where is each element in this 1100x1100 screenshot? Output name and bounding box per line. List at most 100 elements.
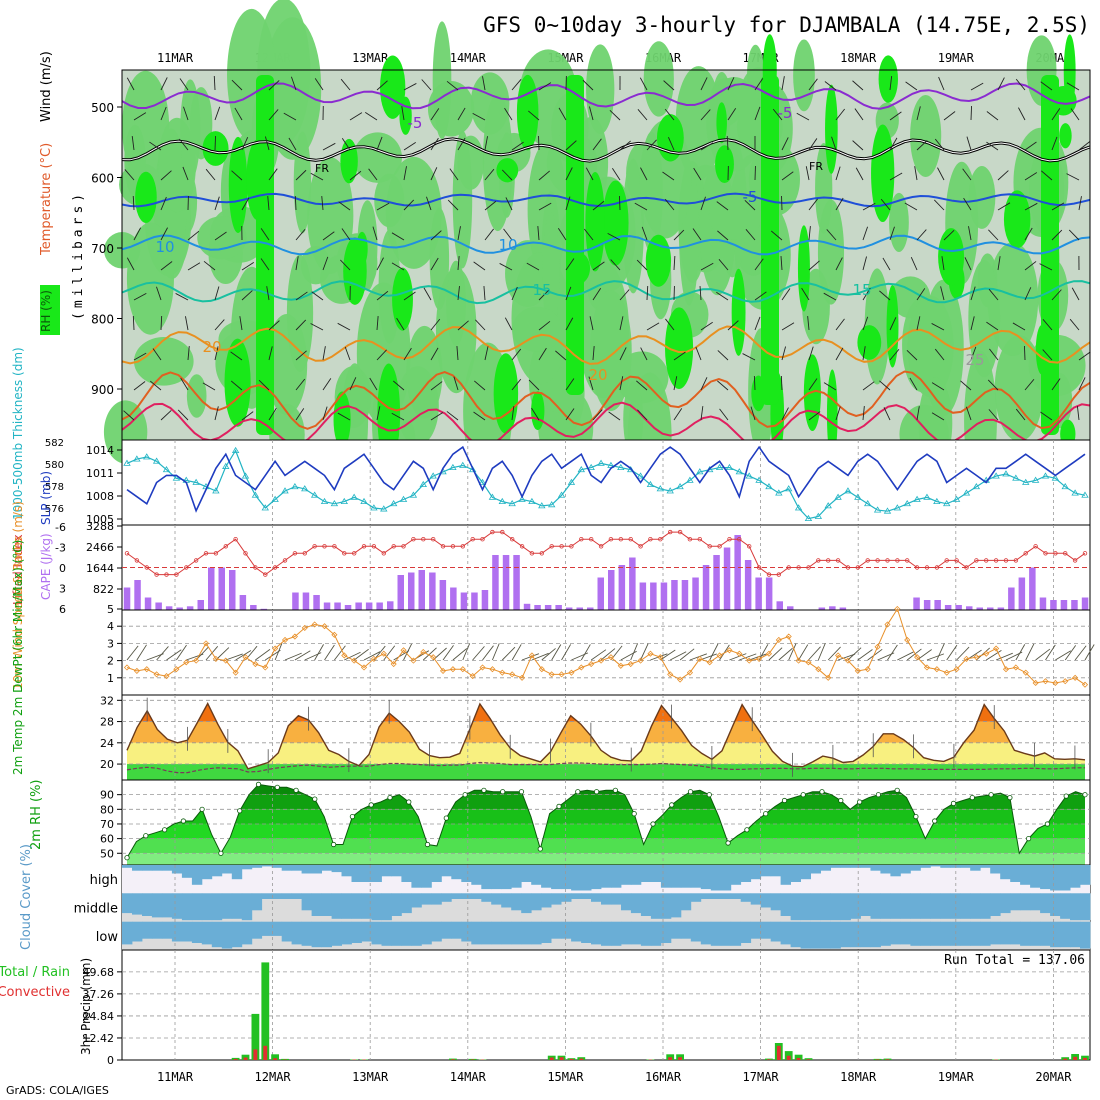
thickness-point [123, 459, 131, 466]
cape-bar [481, 590, 489, 610]
wind-barb [956, 646, 970, 661]
cloud-bar-low [810, 921, 821, 949]
cloud-bar-high [471, 865, 482, 885]
wind-barb [646, 139, 657, 151]
date-label: 13MAR [352, 1070, 389, 1084]
slp-title: SLP (mb) [39, 471, 53, 525]
wind-barb [156, 646, 169, 661]
rh-blob-bright [1003, 190, 1031, 249]
wind-barb [589, 316, 594, 331]
cape-bar [765, 577, 773, 610]
wind-barb [133, 352, 147, 361]
contour-label: FR [809, 160, 823, 173]
precip-conv-bar [549, 1057, 554, 1060]
wind-barb [241, 290, 253, 301]
rh-blob [406, 325, 443, 419]
cloud-bar-middle [301, 893, 312, 911]
rh-blob [910, 95, 942, 177]
wind-barb [640, 167, 648, 181]
lifted-point [737, 537, 742, 542]
tick-label: -6 [55, 521, 66, 534]
thickness-point [1041, 472, 1050, 479]
cloud-bar-high [820, 865, 831, 871]
precip-total-bar [1081, 1055, 1089, 1060]
wind-barb [260, 258, 270, 271]
wind-barb [295, 291, 308, 301]
wind-barb [689, 653, 707, 661]
precip-conv-bar [786, 1055, 791, 1060]
lifted-point [164, 572, 169, 577]
date-label: 15MAR [547, 1070, 584, 1084]
cloud-bar-high [830, 865, 841, 868]
lifted-point [697, 537, 702, 542]
wind-speed-point [1032, 679, 1039, 687]
cloud-bar-low [321, 921, 332, 948]
wind-barb [511, 79, 522, 91]
wind-barb [457, 137, 466, 151]
wind-barb [235, 650, 252, 661]
cloud-bar-low [840, 921, 851, 948]
thickness-point [429, 472, 437, 479]
lifted-point [865, 558, 870, 563]
rh-blob-bright [938, 228, 965, 286]
rh-blob-bright [333, 391, 351, 448]
cloud-bar-high [321, 865, 332, 871]
thickness-point [360, 497, 368, 505]
cloud-bar-middle [790, 893, 801, 921]
wind-barb [294, 650, 311, 661]
wind-barb [557, 228, 567, 241]
thickness-point [1061, 482, 1069, 490]
tick-label: 1008 [86, 490, 114, 503]
wind-barb [453, 376, 459, 391]
wind-speed-point [1022, 669, 1029, 676]
wind-barb [1051, 289, 1062, 301]
wind-barb [484, 136, 488, 151]
cloud-bar-low [521, 921, 532, 945]
contour-label: 10 [498, 236, 517, 254]
rh-blob [293, 131, 312, 234]
wind-barb [156, 286, 162, 301]
contour-minus5 [121, 82, 1091, 110]
wind-barb [583, 228, 594, 241]
wind-barb [607, 232, 621, 241]
precip-total-bar [261, 962, 270, 1060]
cloud-bar-low [591, 921, 602, 945]
slp-axis: 582 580 578 576 1014 1011 1008 1005 [45, 438, 122, 526]
wind-barb [847, 647, 862, 661]
wind-barb [322, 231, 335, 241]
wind-barb [592, 200, 605, 211]
cloud-bar-high [171, 865, 183, 874]
wind-barb [716, 201, 729, 211]
wind-barb [883, 407, 891, 421]
rh-blob-bright [602, 180, 629, 266]
rh-point [913, 813, 919, 820]
wind-barb [636, 259, 648, 271]
cloud-bar-low [251, 921, 263, 939]
rh-blob [180, 79, 201, 181]
lifted-point [401, 544, 406, 549]
wind-barb [780, 375, 783, 391]
wind-barb [126, 257, 135, 271]
wind-barb [592, 346, 595, 361]
wind-barb [231, 79, 243, 91]
wind-barb [1064, 645, 1077, 661]
wind-speed-point [597, 657, 605, 664]
rh-point [518, 789, 525, 795]
cloud-bar-low [680, 921, 692, 939]
rh-point [969, 794, 975, 801]
cape-title: CAPE (J/kg) [39, 533, 53, 600]
wind-barb [473, 261, 486, 271]
wind-barb [619, 376, 624, 391]
cloud-bar-middle [870, 893, 881, 919]
lifted-point [648, 537, 653, 542]
wind-barb [321, 196, 324, 211]
wind-barb [288, 137, 297, 151]
thickness-point [745, 472, 753, 479]
cape-bar [334, 602, 341, 610]
wind-barb [823, 382, 837, 391]
wind-barb [926, 653, 945, 661]
cloud-bar-high [401, 865, 412, 882]
wind-barb [430, 230, 442, 241]
rh-point [312, 796, 318, 802]
wind-barb [475, 319, 486, 331]
